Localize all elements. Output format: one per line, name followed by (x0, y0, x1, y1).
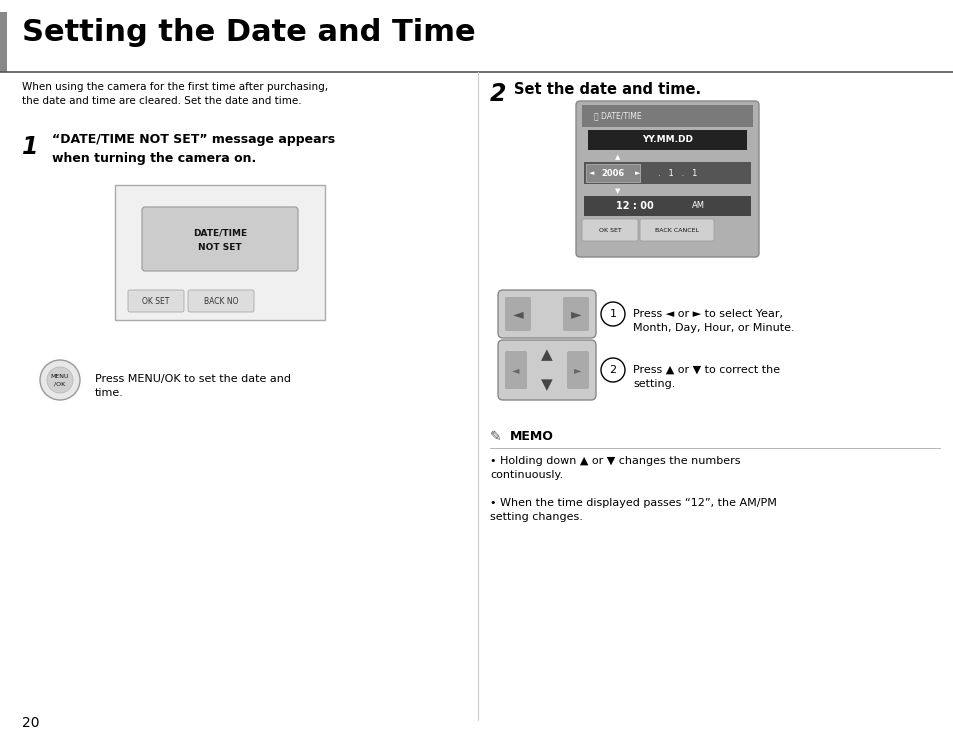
Text: ►: ► (570, 307, 580, 321)
Text: .   1   .   1: . 1 . 1 (658, 168, 697, 177)
Text: 2: 2 (609, 365, 616, 375)
Bar (581, 105, 752, 127)
Text: MENU: MENU (51, 374, 70, 378)
FancyBboxPatch shape (497, 340, 596, 400)
Text: ►: ► (635, 170, 639, 176)
Text: when turning the camera on.: when turning the camera on. (52, 152, 256, 165)
Text: ▲: ▲ (615, 154, 620, 160)
FancyBboxPatch shape (188, 290, 253, 312)
FancyBboxPatch shape (566, 351, 588, 389)
Text: 1: 1 (22, 135, 38, 159)
Circle shape (40, 360, 80, 400)
Text: BACK CANCEL: BACK CANCEL (655, 227, 699, 233)
Text: 12 : 00: 12 : 00 (616, 201, 653, 211)
FancyBboxPatch shape (576, 101, 759, 257)
Text: BACK NO: BACK NO (204, 297, 238, 306)
Text: ⏰ DATE/TIME: ⏰ DATE/TIME (594, 112, 641, 121)
FancyBboxPatch shape (585, 164, 639, 182)
FancyBboxPatch shape (581, 219, 638, 241)
Text: When using the camera for the first time after purchasing,
the date and time are: When using the camera for the first time… (22, 82, 328, 106)
Text: ✎: ✎ (490, 430, 501, 444)
FancyBboxPatch shape (504, 351, 526, 389)
Text: YY.MM.DD: YY.MM.DD (641, 135, 692, 144)
Bar (0, 12, 7, 72)
Text: /OK: /OK (54, 381, 66, 387)
Text: OK SET: OK SET (142, 297, 170, 306)
Text: ◄: ◄ (512, 365, 519, 375)
Text: • When the time displayed passes “12”, the AM/PM
setting changes.: • When the time displayed passes “12”, t… (490, 498, 776, 522)
Text: Press MENU/OK to set the date and
time.: Press MENU/OK to set the date and time. (95, 374, 291, 398)
Text: 1: 1 (609, 309, 616, 319)
Text: ▲: ▲ (540, 347, 553, 362)
FancyBboxPatch shape (504, 297, 531, 331)
FancyBboxPatch shape (142, 207, 297, 271)
Text: Setting the Date and Time: Setting the Date and Time (22, 18, 476, 47)
Text: DATE/TIME: DATE/TIME (193, 229, 247, 238)
Text: 2006: 2006 (600, 168, 624, 177)
Text: • Holding down ▲ or ▼ changes the numbers
continuously.: • Holding down ▲ or ▼ changes the number… (490, 456, 740, 480)
Text: ▼: ▼ (540, 378, 553, 393)
Text: 2: 2 (490, 82, 506, 106)
FancyBboxPatch shape (128, 290, 184, 312)
Bar (587, 130, 746, 150)
FancyBboxPatch shape (562, 297, 588, 331)
Text: Press ▲ or ▼ to correct the
setting.: Press ▲ or ▼ to correct the setting. (633, 365, 780, 389)
Bar (115, 185, 325, 320)
Text: “DATE/TIME NOT SET” message appears: “DATE/TIME NOT SET” message appears (52, 133, 335, 146)
Text: ◄: ◄ (512, 307, 523, 321)
FancyBboxPatch shape (639, 219, 713, 241)
Bar (583, 196, 750, 216)
Bar (583, 162, 750, 184)
Text: OK SET: OK SET (598, 227, 620, 233)
Text: ►: ► (574, 365, 581, 375)
Text: ◄: ◄ (588, 170, 594, 176)
Text: AM: AM (691, 202, 703, 211)
Circle shape (600, 302, 624, 326)
Text: Press ◄ or ► to select Year,
Month, Day, Hour, or Minute.: Press ◄ or ► to select Year, Month, Day,… (633, 309, 794, 333)
Circle shape (600, 358, 624, 382)
Text: MEMO: MEMO (510, 430, 554, 443)
Text: Set the date and time.: Set the date and time. (514, 82, 700, 97)
Text: NOT SET: NOT SET (198, 242, 241, 251)
FancyBboxPatch shape (497, 290, 596, 338)
Circle shape (47, 367, 73, 393)
Text: ▼: ▼ (615, 188, 620, 194)
Text: 20: 20 (22, 716, 39, 730)
